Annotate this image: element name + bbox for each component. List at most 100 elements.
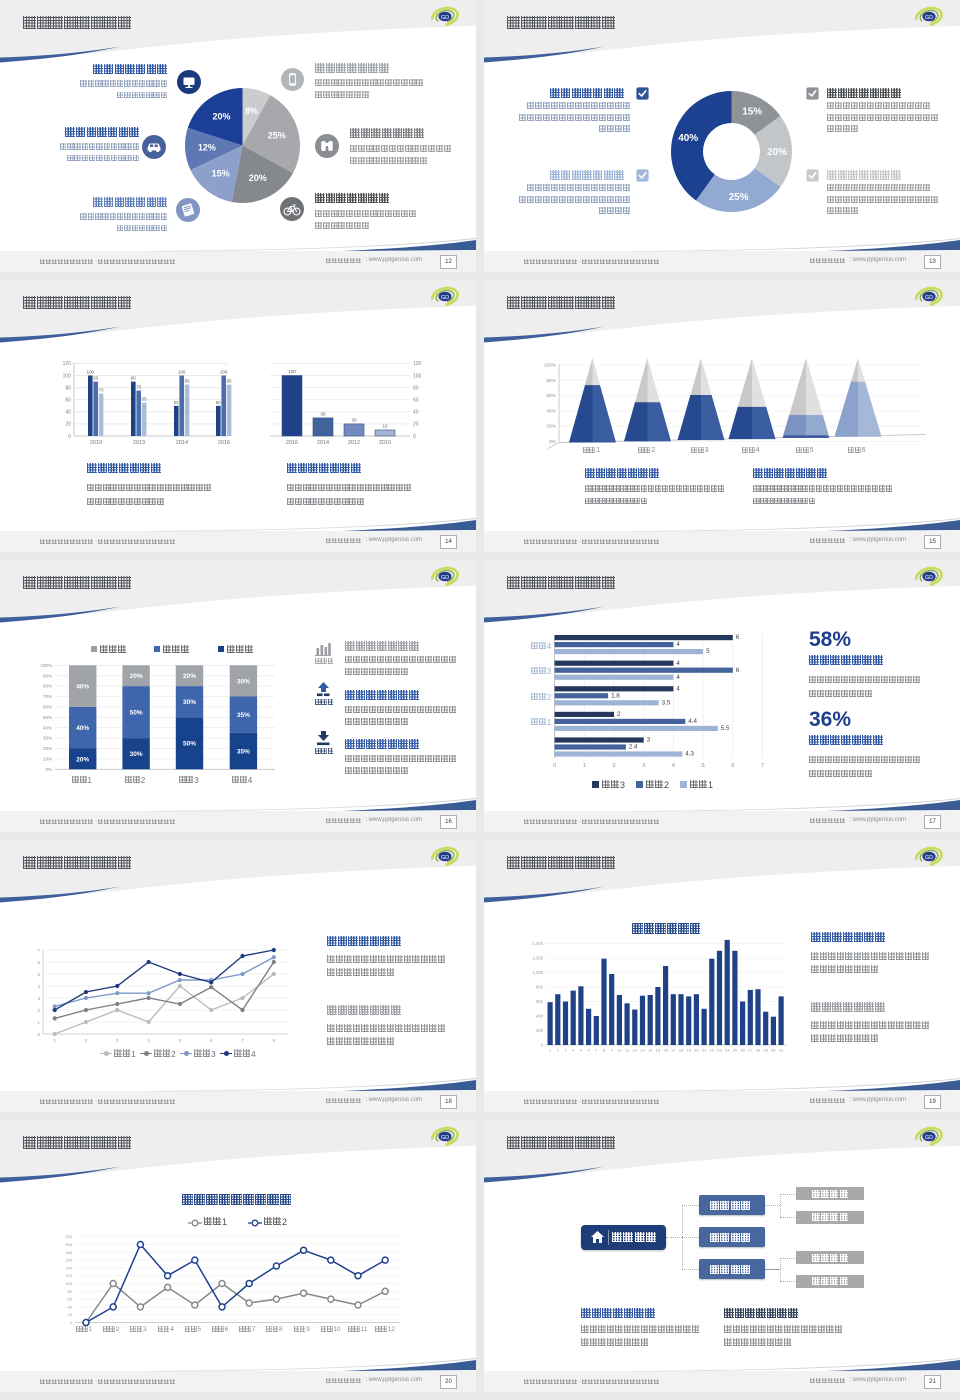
svg-text:4.3: 4.3 <box>685 751 694 758</box>
svg-text:1.8: 1.8 <box>611 692 620 699</box>
svg-text:60: 60 <box>65 398 71 404</box>
svg-text:100: 100 <box>87 370 95 375</box>
svg-text:20%: 20% <box>766 147 786 158</box>
svg-text:16: 16 <box>663 1048 668 1053</box>
svg-text:2.4: 2.4 <box>629 744 638 751</box>
svg-text:0: 0 <box>541 1043 544 1048</box>
svg-text:1,400: 1,400 <box>533 941 544 946</box>
svg-text:2: 2 <box>85 1038 88 1043</box>
svg-text:40: 40 <box>413 410 419 416</box>
svg-text:0%: 0% <box>549 439 557 445</box>
svg-text:800: 800 <box>536 985 544 990</box>
svg-text:35%: 35% <box>237 712 250 719</box>
svg-text:30%: 30% <box>43 736 52 741</box>
svg-text:80%: 80% <box>546 378 556 384</box>
svg-text:20%: 20% <box>212 111 230 121</box>
svg-text:0: 0 <box>553 763 556 769</box>
svg-text:17: 17 <box>671 1048 676 1053</box>
svg-text:6: 6 <box>731 763 734 769</box>
svg-text:15%: 15% <box>211 168 229 178</box>
svg-text:5: 5 <box>580 1048 583 1053</box>
svg-text:4: 4 <box>572 1048 575 1053</box>
svg-text:20: 20 <box>351 417 357 422</box>
svg-text:24: 24 <box>725 1048 730 1053</box>
svg-text:2010: 2010 <box>379 440 391 446</box>
svg-text:2: 2 <box>37 1008 40 1013</box>
svg-text:100: 100 <box>220 370 228 375</box>
svg-text:25: 25 <box>733 1048 738 1053</box>
svg-text:2010: 2010 <box>90 440 102 446</box>
svg-text:11: 11 <box>625 1048 630 1053</box>
svg-text:GD: GD <box>441 575 449 581</box>
svg-text:3: 3 <box>642 763 645 769</box>
svg-text:50%: 50% <box>183 741 196 748</box>
svg-text:100%: 100% <box>544 363 557 369</box>
svg-text:8: 8 <box>603 1048 606 1053</box>
svg-text:2012: 2012 <box>348 440 360 446</box>
svg-text:GD: GD <box>925 855 933 861</box>
svg-text:GD: GD <box>441 1135 449 1141</box>
svg-text:400: 400 <box>536 1014 544 1019</box>
svg-text:50%: 50% <box>43 715 52 720</box>
svg-text:30%: 30% <box>237 678 250 685</box>
svg-text:2014: 2014 <box>176 440 188 446</box>
svg-text:GD: GD <box>441 15 449 21</box>
svg-text:0: 0 <box>68 434 71 440</box>
svg-text:31: 31 <box>779 1048 784 1053</box>
svg-text:0: 0 <box>413 434 416 440</box>
svg-text:3: 3 <box>564 1048 567 1053</box>
svg-text:140: 140 <box>65 1265 72 1270</box>
svg-text:6: 6 <box>210 1038 213 1043</box>
svg-text:1: 1 <box>549 1048 552 1053</box>
svg-text:35%: 35% <box>237 749 250 756</box>
svg-text:22: 22 <box>710 1048 715 1053</box>
svg-text:12%: 12% <box>197 142 215 152</box>
svg-text:40%: 40% <box>678 132 698 143</box>
svg-text:40%: 40% <box>546 408 556 414</box>
svg-text:14: 14 <box>648 1048 653 1053</box>
svg-text:100%: 100% <box>40 663 52 668</box>
svg-text:180: 180 <box>65 1250 72 1255</box>
svg-text:7: 7 <box>595 1048 598 1053</box>
svg-text:2: 2 <box>617 711 621 718</box>
svg-text:30: 30 <box>320 411 326 416</box>
svg-text:30%: 30% <box>130 751 143 758</box>
svg-text:9: 9 <box>611 1048 614 1053</box>
svg-text:50: 50 <box>216 400 221 405</box>
svg-text:40%: 40% <box>76 725 89 732</box>
svg-text:85: 85 <box>227 379 232 384</box>
svg-text:GD: GD <box>925 15 933 21</box>
svg-text:10: 10 <box>617 1048 622 1053</box>
svg-text:4: 4 <box>676 685 680 692</box>
svg-text:GD: GD <box>441 295 449 301</box>
svg-text:18: 18 <box>679 1048 684 1053</box>
svg-text:120: 120 <box>65 1273 72 1278</box>
svg-text:GD: GD <box>441 855 449 861</box>
svg-text:200: 200 <box>65 1242 72 1247</box>
svg-text:5: 5 <box>179 1038 182 1043</box>
svg-text:4: 4 <box>676 660 680 667</box>
svg-text:90%: 90% <box>43 673 52 678</box>
svg-text:85: 85 <box>185 379 190 384</box>
svg-text:1: 1 <box>37 1020 40 1025</box>
svg-text:600: 600 <box>536 999 544 1004</box>
svg-text:90: 90 <box>93 376 98 381</box>
svg-text:5: 5 <box>702 763 705 769</box>
svg-text:100: 100 <box>63 373 72 379</box>
svg-text:3.5: 3.5 <box>662 699 671 706</box>
svg-text:28: 28 <box>756 1048 761 1053</box>
svg-text:30: 30 <box>771 1048 776 1053</box>
svg-text:25%: 25% <box>267 130 285 140</box>
svg-text:10%: 10% <box>43 757 52 762</box>
svg-text:3: 3 <box>116 1038 119 1043</box>
svg-text:7: 7 <box>37 948 40 953</box>
svg-text:40: 40 <box>68 1304 73 1309</box>
svg-text:2014: 2014 <box>317 440 329 446</box>
svg-text:5: 5 <box>706 648 710 655</box>
svg-text:0%: 0% <box>45 767 52 772</box>
svg-text:100: 100 <box>178 370 186 375</box>
svg-text:10: 10 <box>382 424 388 429</box>
svg-text:23: 23 <box>717 1048 722 1053</box>
svg-text:80: 80 <box>413 385 419 391</box>
svg-text:1,000: 1,000 <box>533 970 544 975</box>
